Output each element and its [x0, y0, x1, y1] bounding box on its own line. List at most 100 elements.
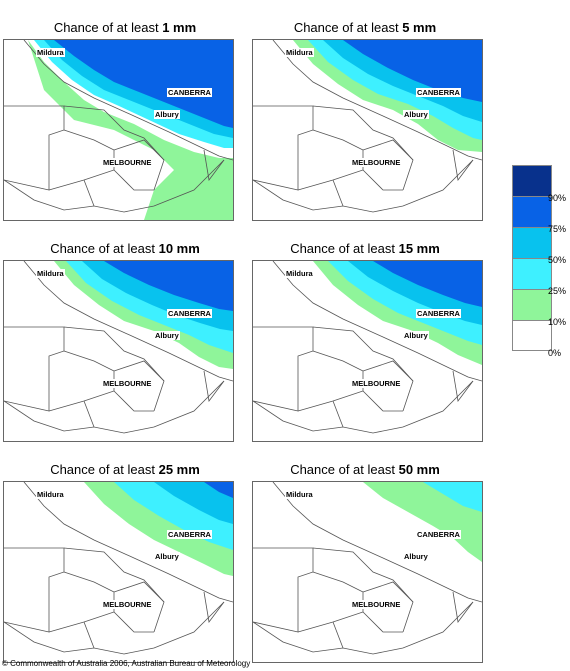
district-boundary [113, 139, 165, 161]
district-boundary [362, 581, 414, 603]
district-boundary [272, 40, 482, 161]
place-label-mildura: Mildura [285, 269, 314, 278]
legend-swatch-25 [512, 258, 552, 289]
rain-probability-zone [423, 482, 482, 512]
district-boundary [362, 360, 414, 382]
legend-swatch-75 [512, 196, 552, 227]
legend-label-75: 75% [548, 224, 567, 234]
district-boundary [362, 169, 403, 191]
district-boundary [4, 380, 225, 434]
district-boundary [312, 326, 414, 412]
district-boundary [253, 326, 314, 412]
legend-label-90: 90% [548, 193, 567, 203]
rain-probability-zone [28, 40, 233, 220]
rain-probability-zone [373, 261, 482, 307]
place-label-mildura: Mildura [36, 48, 65, 57]
district-boundary [253, 547, 314, 633]
district-boundary [253, 380, 474, 434]
place-label-canberra: CANBERRA [416, 530, 461, 539]
place-label-melbourne: MELBOURNE [102, 600, 153, 609]
district-boundary [253, 159, 474, 213]
legend-swatch-50 [512, 227, 552, 258]
map-1mm: Mildura CANBERRA Albury MELBOURNE [3, 39, 234, 221]
place-label-canberra: CANBERRA [167, 530, 212, 539]
district-boundary [23, 40, 233, 161]
district-boundary [272, 261, 482, 382]
district-boundary [83, 621, 95, 649]
place-label-melbourne: MELBOURNE [351, 158, 402, 167]
district-boundary [4, 159, 225, 213]
district-boundary [272, 482, 482, 603]
rain-probability-zone [204, 482, 233, 498]
legend-swatch-90 [512, 165, 552, 196]
rain-probability-zone [104, 261, 233, 311]
panel-title-50mm: Chance of at least 50 mm [290, 462, 440, 477]
district-boundary [253, 105, 314, 191]
legend-label-25: 25% [548, 286, 567, 296]
panel-title-1mm: Chance of at least 1 mm [53, 20, 197, 35]
place-label-canberra: CANBERRA [416, 309, 461, 318]
district-boundary [4, 326, 65, 412]
probability-legend [512, 165, 552, 351]
place-label-albury: Albury [154, 110, 180, 119]
place-label-canberra: CANBERRA [416, 88, 461, 97]
district-boundary [4, 547, 65, 633]
district-boundary [452, 370, 474, 402]
place-label-albury: Albury [403, 552, 429, 561]
rain-probability-zone [54, 40, 233, 128]
place-label-melbourne: MELBOURNE [102, 158, 153, 167]
district-boundary [332, 400, 344, 428]
district-boundary [63, 105, 165, 191]
rain-probability-zone [154, 482, 233, 524]
place-label-mildura: Mildura [285, 48, 314, 57]
place-label-canberra: CANBERRA [167, 88, 212, 97]
district-boundary [23, 482, 233, 603]
district-boundary [332, 621, 344, 649]
place-label-melbourne: MELBOURNE [351, 600, 402, 609]
place-label-albury: Albury [403, 110, 429, 119]
map-50mm: Mildura CANBERRA Albury MELBOURNE [252, 481, 483, 663]
district-boundary [113, 581, 165, 603]
legend-swatch-10 [512, 289, 552, 320]
district-boundary [452, 149, 474, 181]
district-boundary [312, 105, 414, 191]
district-boundary [253, 601, 474, 655]
copyright-footer: © Commonwealth of Australia 2006, Austra… [2, 659, 251, 668]
district-boundary [113, 390, 154, 412]
map-25mm: Mildura CANBERRA Albury MELBOURNE [3, 481, 234, 663]
legend-swatch-0 [512, 320, 552, 351]
panel-title-15mm: Chance of at least 15 mm [290, 241, 440, 256]
legend-label-10: 10% [548, 317, 567, 327]
map-5mm: Mildura CANBERRA Albury MELBOURNE [252, 39, 483, 221]
rain-probability-zone [363, 482, 482, 562]
map-svg [4, 482, 233, 655]
place-label-mildura: Mildura [36, 490, 65, 499]
place-label-albury: Albury [403, 331, 429, 340]
district-boundary [113, 611, 154, 633]
panel-title-25mm: Chance of at least 25 mm [50, 462, 200, 477]
district-boundary [113, 169, 154, 191]
district-boundary [203, 149, 225, 181]
place-label-albury: Albury [154, 552, 180, 561]
map-10mm: Mildura CANBERRA Albury MELBOURNE [3, 260, 234, 442]
map-svg [4, 261, 233, 434]
district-boundary [362, 390, 403, 412]
district-boundary [4, 601, 225, 655]
place-label-canberra: CANBERRA [167, 309, 212, 318]
place-label-mildura: Mildura [36, 269, 65, 278]
map-svg [4, 40, 233, 220]
place-label-albury: Albury [154, 331, 180, 340]
legend-label-0: 0% [548, 348, 562, 358]
place-label-melbourne: MELBOURNE [102, 379, 153, 388]
map-svg [253, 482, 482, 655]
district-boundary [63, 547, 165, 633]
district-boundary [113, 360, 165, 382]
district-boundary [4, 105, 65, 191]
map-15mm: Mildura CANBERRA Albury MELBOURNE [252, 260, 483, 442]
district-boundary [312, 547, 414, 633]
rain-probability-zone [343, 40, 482, 102]
panel-title-10mm: Chance of at least 10 mm [50, 241, 200, 256]
place-label-melbourne: MELBOURNE [351, 379, 402, 388]
place-label-mildura: Mildura [285, 490, 314, 499]
district-boundary [362, 139, 414, 161]
